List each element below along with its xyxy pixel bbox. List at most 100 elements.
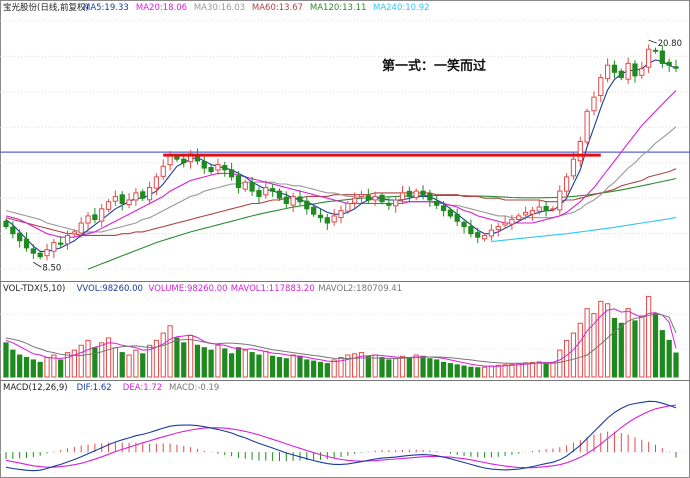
ma20-line: [5, 90, 677, 238]
volume-bar: [263, 350, 269, 378]
candle-body-down: [297, 196, 303, 203]
volume-bar: [379, 356, 385, 378]
candle-body-down: [454, 213, 460, 222]
candle-body-down: [174, 156, 180, 160]
candle-body-down: [92, 214, 98, 220]
candle-body-down: [119, 194, 125, 205]
candle-body-up: [577, 140, 583, 162]
volume-bar: [283, 358, 289, 378]
volume-bar: [105, 337, 112, 378]
candle-body-down: [543, 206, 549, 212]
volume-bar: [584, 308, 590, 378]
candle-body-down: [37, 252, 43, 258]
candle-body-down: [434, 201, 440, 206]
volume-bar: [208, 349, 214, 378]
volume-bar: [276, 356, 283, 378]
candle-body-up: [352, 197, 358, 204]
candle-body-up: [126, 199, 132, 206]
candle-body-down: [632, 63, 638, 77]
high-price-label: 20.80: [658, 39, 682, 49]
volume-bar: [543, 362, 549, 378]
volume-bar: [304, 359, 310, 378]
candle-body-up: [372, 195, 378, 201]
volume-bar: [3, 342, 9, 378]
legend-item: MAVOL2:180709.41: [318, 284, 402, 294]
candle-body-up: [488, 229, 495, 237]
candle-body-up: [215, 164, 221, 171]
volume-bar: [160, 332, 166, 378]
price-panel-title: 宝光股份(日线,前复权): [3, 2, 89, 13]
volume-bar: [577, 322, 583, 378]
candle-body-up: [399, 192, 406, 200]
volume-bar: [666, 339, 672, 378]
candle-body-down: [461, 221, 467, 228]
candle-body-down: [386, 202, 392, 206]
volume-ma-lines: [5, 308, 677, 367]
volume-bar: [297, 355, 303, 378]
candle-body-down: [201, 160, 207, 169]
candle-body-up: [570, 158, 577, 177]
volume-bar: [78, 344, 84, 378]
candle-body-up: [160, 165, 166, 177]
volume-bar: [495, 364, 501, 378]
candle-body-down: [58, 242, 64, 245]
volume-bar: [652, 313, 659, 378]
candle-body-down: [222, 165, 228, 171]
legends: 宝光股份(日线,前复权)MA5:19.33 MA20:18.06 MA30:16.0…: [3, 2, 430, 393]
volume-bar: [256, 354, 262, 378]
low-marker-arrow: [33, 261, 42, 268]
candle-body-up: [529, 210, 536, 215]
candle-body-up: [146, 187, 153, 201]
price-markers: 8.50 20.80: [33, 39, 682, 273]
volume-bar: [201, 347, 207, 378]
volume-bar: [242, 349, 248, 378]
candle-body-down: [256, 190, 262, 197]
macd-panel-title: MACD(12,26,9): [3, 383, 68, 393]
legend-item: MAVOL1:117883.20: [231, 284, 315, 294]
candle-body-up: [481, 234, 488, 240]
volume-bar: [338, 356, 344, 378]
candle-body-up: [563, 176, 570, 192]
ma120-line: [87, 177, 677, 270]
candle-body-down: [228, 169, 235, 178]
volume-bar: [126, 354, 132, 378]
ma-legend-item: MA20:18.06: [136, 3, 187, 13]
candle-body-down: [379, 194, 385, 203]
candle-body-down: [317, 214, 324, 219]
legend-item: DIF:1.62: [77, 383, 112, 393]
moving-average-lines: [5, 59, 677, 270]
candle-body-down: [283, 196, 289, 205]
volume-bar: [502, 364, 508, 378]
candle-body-up: [584, 110, 590, 143]
volume-bar: [311, 360, 317, 378]
legend-item: VOLUME:98260.00: [149, 284, 228, 294]
candle-body-down: [618, 70, 624, 79]
candle-body-down: [270, 188, 276, 192]
candle-body-up: [550, 208, 556, 211]
volume-bar: [488, 365, 495, 378]
candle-body-down: [140, 191, 146, 199]
candle-body-down: [673, 66, 679, 69]
ma-legend-item: MA240:10.92: [373, 3, 430, 13]
candle-body-up: [51, 242, 57, 252]
volume-bar: [58, 359, 64, 378]
candle-body-down: [235, 175, 242, 189]
volume-bar: [611, 317, 618, 378]
volume-bar: [181, 342, 187, 378]
dea-line: [5, 404, 677, 469]
volume-bar: [399, 355, 406, 378]
volume-bar: [475, 367, 481, 378]
volume-bar: [413, 354, 419, 378]
volume-bar: [406, 356, 412, 378]
volume-bar: [516, 363, 522, 378]
volume-bar: [646, 295, 652, 378]
volume-bar: [235, 347, 242, 378]
ma-legend-item: MA120:13.11: [310, 3, 367, 13]
volume-bar: [461, 365, 467, 378]
candle-body-down: [249, 182, 255, 192]
volume-bar: [598, 300, 604, 378]
volume-bar: [673, 352, 679, 378]
candle-body-down: [652, 49, 659, 52]
macd-lines: [5, 400, 677, 472]
volume-bar: [153, 339, 160, 378]
